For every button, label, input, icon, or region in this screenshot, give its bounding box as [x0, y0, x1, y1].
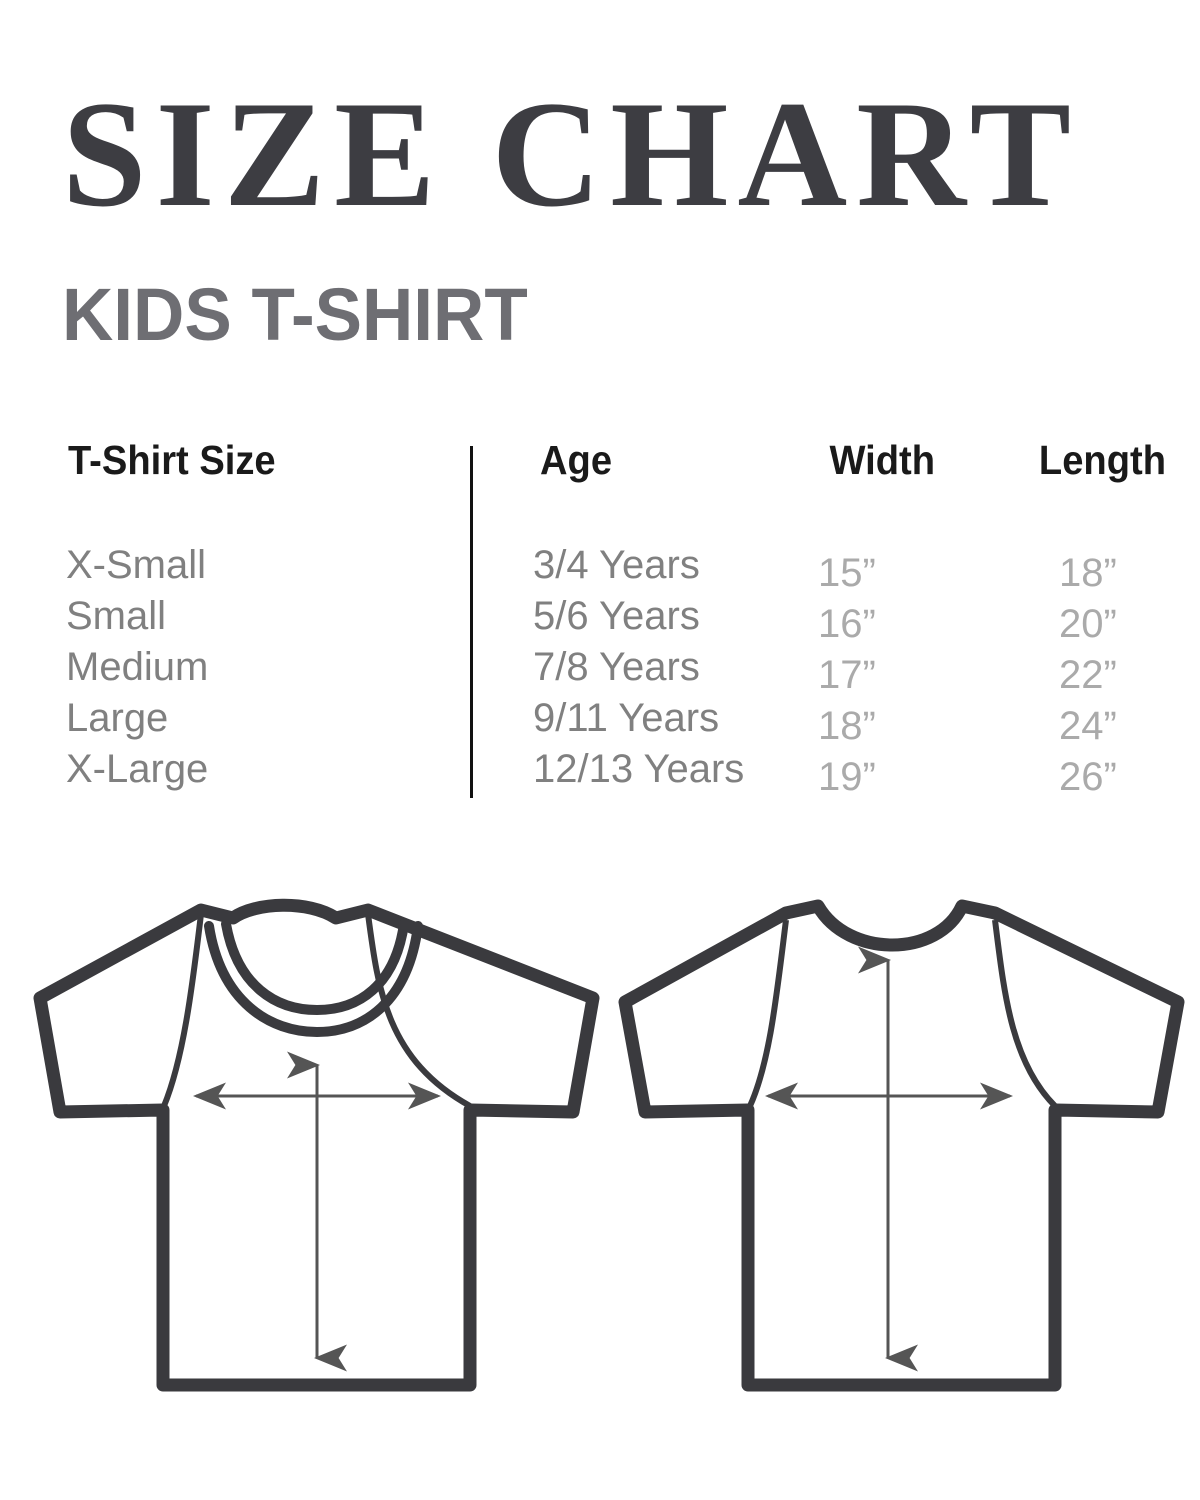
- cell-size: Medium: [66, 645, 209, 689]
- column-header-length-label: Length: [1038, 437, 1166, 483]
- size-table: T-Shirt Size Age Width Length X-Small 3/…: [0, 437, 1200, 800]
- cell-length: 20”: [1059, 602, 1117, 646]
- cell-length: 18”: [1059, 551, 1117, 595]
- t-shirt-front-view: [33, 898, 600, 1392]
- cell-age: 7/8 Years: [533, 645, 700, 689]
- cell-width: 19”: [818, 755, 876, 799]
- shirt-back-right-sleeve-seam: [992, 919, 1058, 1109]
- shirt-back-outline: [618, 899, 1185, 1392]
- table-row: X-Small 3/4 Years 15” 18”: [0, 545, 1200, 596]
- cell-length: 26”: [1059, 755, 1117, 799]
- cell-size: Small: [66, 594, 167, 638]
- t-shirt-back-view: [618, 899, 1185, 1392]
- table-row: Medium 7/8 Years 17” 22”: [0, 647, 1200, 698]
- shirt-front-left-sleeve-seam: [161, 913, 204, 1108]
- cell-width: 16”: [818, 602, 876, 646]
- cell-length: 22”: [1059, 653, 1117, 697]
- cell-width: 17”: [818, 653, 876, 697]
- page-title: SIZE CHART: [62, 70, 1081, 238]
- cell-age: 9/11 Years: [533, 696, 720, 740]
- cell-age: 5/6 Years: [533, 594, 700, 638]
- cell-size: X-Large: [66, 747, 209, 791]
- column-header-size: T-Shirt Size: [68, 437, 276, 483]
- column-divider-line: [470, 446, 473, 798]
- cell-size: X-Small: [66, 543, 207, 587]
- table-row: X-Large 12/13 Years 19” 26”: [0, 749, 1200, 800]
- shirt-back-left-sleeve-seam: [747, 919, 789, 1108]
- cell-width: 18”: [818, 704, 876, 748]
- cell-age: 3/4 Years: [533, 543, 700, 587]
- column-header-age: Age: [540, 437, 613, 483]
- shirt-front-collar-inner-ring: [221, 919, 409, 1016]
- shirt-front-collar-outer-ring: [204, 921, 423, 1038]
- page-subtitle: KIDS T-SHIRT: [62, 273, 528, 356]
- cell-age: 12/13 Years: [533, 747, 745, 791]
- table-row: Small 5/6 Years 16” 20”: [0, 596, 1200, 647]
- cell-length: 24”: [1059, 704, 1117, 748]
- cell-width: 15”: [818, 551, 876, 595]
- cell-size: Large: [66, 696, 169, 740]
- shirt-illustrations: [0, 880, 1200, 1420]
- shirt-front-right-sleeve-seam: [365, 913, 472, 1109]
- table-row: Large 9/11 Years 18” 24”: [0, 698, 1200, 749]
- column-header-width-label: Width: [829, 437, 935, 483]
